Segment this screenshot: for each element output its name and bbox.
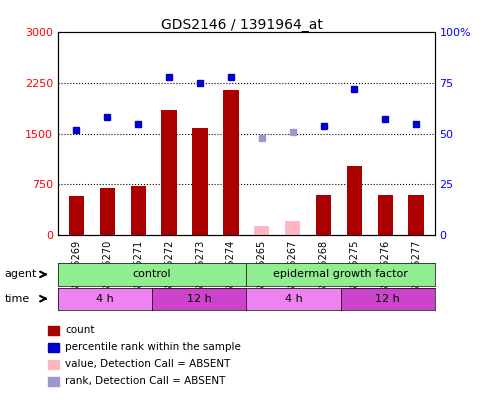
Text: 4 h: 4 h bbox=[284, 294, 302, 304]
Bar bbox=[48, 326, 59, 335]
Text: control: control bbox=[133, 269, 171, 279]
Bar bbox=[48, 360, 59, 369]
Bar bbox=[192, 128, 208, 235]
Bar bbox=[161, 110, 177, 235]
Bar bbox=[48, 343, 59, 352]
Bar bbox=[48, 377, 59, 386]
Text: percentile rank within the sample: percentile rank within the sample bbox=[65, 342, 241, 352]
Bar bbox=[254, 226, 270, 235]
Bar bbox=[99, 188, 115, 235]
Bar bbox=[347, 166, 362, 235]
Text: 12 h: 12 h bbox=[375, 294, 400, 304]
Bar bbox=[69, 196, 84, 235]
Text: rank, Detection Call = ABSENT: rank, Detection Call = ABSENT bbox=[65, 376, 226, 386]
Text: 12 h: 12 h bbox=[187, 294, 212, 304]
Text: GDS2146 / 1391964_at: GDS2146 / 1391964_at bbox=[160, 18, 323, 32]
Bar bbox=[223, 90, 239, 235]
Text: count: count bbox=[65, 325, 95, 335]
Text: time: time bbox=[5, 294, 30, 304]
Text: epidermal growth factor: epidermal growth factor bbox=[273, 269, 408, 279]
Bar bbox=[378, 195, 393, 235]
Text: value, Detection Call = ABSENT: value, Detection Call = ABSENT bbox=[65, 359, 230, 369]
Text: 4 h: 4 h bbox=[96, 294, 114, 304]
Bar bbox=[285, 221, 300, 235]
Bar bbox=[130, 186, 146, 235]
Bar bbox=[409, 195, 424, 235]
Text: agent: agent bbox=[5, 269, 37, 279]
Bar bbox=[316, 195, 331, 235]
